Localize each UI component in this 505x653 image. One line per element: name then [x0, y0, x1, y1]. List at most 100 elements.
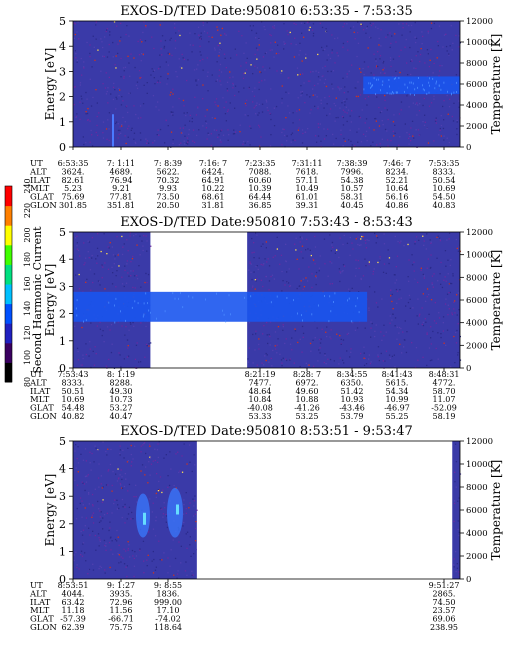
- table-cell: 53.33: [249, 412, 272, 421]
- panel-1-noise-pixel: [418, 110, 421, 112]
- panel-1-noise-pixel: [207, 90, 209, 92]
- panel-2-noise-pixel: [417, 359, 419, 361]
- panel-2-noise-pixel: [319, 352, 321, 354]
- panel-1-noise-pixel: [178, 30, 180, 32]
- panel-1-noise-pixel: [243, 73, 245, 75]
- panel-1-noise-pixel: [307, 21, 309, 23]
- panel-3-noise-pixel: [92, 522, 95, 524]
- panel-1-noise-pixel: [216, 80, 218, 82]
- panel-3-noise-pixel: [162, 513, 165, 515]
- panel-1-noise-pixel: [376, 96, 378, 98]
- panel-2-noise-pixel: [268, 361, 270, 363]
- panel-2-noise-pixel: [375, 302, 378, 304]
- panel-2-noise-pixel: [144, 356, 146, 358]
- panel-1-noise-pixel: [85, 111, 87, 113]
- panel-3-noise-pixel: [98, 537, 100, 539]
- panel-2-noise-pixel: [118, 352, 120, 354]
- panel-2-noise-pixel: [274, 345, 276, 347]
- panel-3-noise-pixel: [177, 451, 179, 453]
- panel-1-noise-pixel: [112, 41, 114, 44]
- panel-2-noise-pixel: [114, 258, 116, 260]
- panel-2-noise-pixel: [408, 259, 410, 261]
- panel-2-noise-pixel: [428, 347, 431, 349]
- table-cell: 52.21: [386, 176, 409, 185]
- panel-1-noise-pixel: [76, 113, 78, 115]
- panel-2-noise-pixel: [111, 343, 113, 345]
- panel-3-noise-pixel: [118, 544, 120, 546]
- panel-2-noise-pixel: [449, 282, 451, 285]
- panel-3-noise-pixel: [75, 518, 78, 520]
- table-cell: 60.60: [249, 176, 272, 185]
- panel-1-noise-pixel: [372, 23, 374, 25]
- panel-3-noise-pixel: [80, 453, 82, 455]
- panel-2-noise-pixel: [417, 323, 419, 325]
- panel-2-noise-pixel: [99, 321, 101, 323]
- panel-1-noise-pixel: [80, 57, 82, 60]
- panel-3-noise-pixel: [166, 515, 168, 517]
- panel-3-noise-pixel: [109, 527, 111, 529]
- panel-1-noise-pixel: [202, 69, 204, 71]
- panel-1-noise-pixel: [370, 72, 372, 74]
- panel-3-noise-pixel: [117, 504, 119, 506]
- table-cell: 75.75: [110, 623, 133, 632]
- panel-1-noise-pixel: [195, 114, 198, 116]
- panel-2-noise-pixel: [308, 266, 310, 268]
- panel-2-band-streak: [244, 296, 245, 299]
- panel-2-noise-pixel: [430, 343, 432, 345]
- panel-1-noise-pixel: [74, 85, 76, 88]
- panel-1-noise-pixel: [440, 124, 443, 127]
- panel-2-noise-pixel: [394, 317, 397, 319]
- panel-2-noise-pixel: [125, 282, 128, 284]
- panel-1-noise-pixel: [115, 96, 117, 98]
- panel-1-noise-pixel: [318, 126, 320, 128]
- panel-2-noise-pixel: [342, 270, 344, 272]
- panel-1-noise-pixel: [181, 132, 183, 134]
- panel-1-noise-pixel: [205, 127, 208, 129]
- panel-2-noise-pixel: [364, 258, 366, 260]
- table-cell: 351.81: [107, 201, 135, 210]
- panel-2-noise-pixel: [148, 345, 150, 347]
- panel-1-noise-pixel: [422, 35, 424, 38]
- panel-3-noise-pixel: [105, 542, 107, 544]
- panel-1-noise-pixel: [301, 60, 303, 62]
- panel-1-noise-pixel: [186, 137, 189, 139]
- panel-2-noise-pixel: [302, 336, 304, 338]
- panel-1-noise-pixel: [102, 55, 104, 57]
- panel-3-noise-pixel: [191, 470, 193, 473]
- panel-1-noise-pixel: [380, 29, 382, 31]
- panel-1-band-streak: [398, 77, 400, 79]
- panel-3-y2label: Temperature [K]: [489, 460, 503, 561]
- panel-3-noise-pixel: [87, 573, 89, 575]
- panel-2-noise-pixel: [252, 362, 254, 364]
- table-cell: 9.93: [159, 184, 177, 193]
- panel-2-band-streak: [188, 295, 190, 298]
- panel-2-noise-pixel: [260, 245, 262, 247]
- panel-3-noise-pixel: [453, 558, 455, 560]
- panel-2-noise-pixel: [90, 322, 92, 324]
- panel-3-noise-pixel: [127, 490, 129, 492]
- panel-2-noise-pixel: [356, 327, 359, 329]
- panel-1-noise-pixel: [155, 106, 157, 108]
- panel-2-noise-pixel: [453, 308, 455, 310]
- panel-2-noise-pixel: [435, 347, 437, 350]
- panel-1-noise-pixel: [234, 131, 237, 133]
- panel-1-noise-pixel: [255, 113, 257, 115]
- panel-2-noise-pixel: [435, 322, 437, 324]
- panel-1-noise-pixel: [307, 80, 310, 82]
- panel-2-noise-pixel: [112, 254, 115, 256]
- panel-2-noise-pixel: [282, 326, 284, 328]
- panel-1-noise-pixel: [309, 112, 311, 114]
- panel-1-noise-pixel: [316, 96, 318, 98]
- panel-1-noise-pixel: [430, 22, 433, 24]
- panel-1-noise-pixel: [263, 26, 265, 28]
- panel-1-noise-pixel: [317, 106, 319, 108]
- panel-2-noise-pixel: [346, 350, 348, 352]
- table-cell: 238.95: [430, 623, 458, 632]
- panel-1-noise-pixel: [188, 129, 190, 131]
- panel-3-noise-pixel: [98, 486, 100, 488]
- panel-3-noise-pixel: [180, 562, 182, 564]
- panel-3-noise-pixel: [134, 445, 136, 447]
- panel-2-noise-pixel: [401, 352, 403, 354]
- panel-2-noise-pixel: [314, 235, 316, 238]
- panel-1-noise-pixel: [183, 105, 185, 107]
